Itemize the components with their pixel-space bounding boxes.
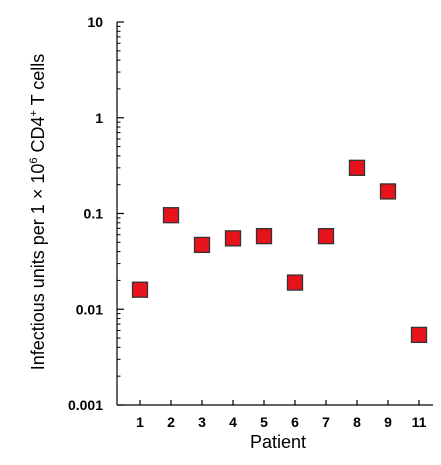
data-points bbox=[131, 159, 428, 344]
x-tick-label: 4 bbox=[229, 414, 237, 430]
y-axis-title-superscript: + bbox=[28, 110, 40, 116]
x-tick-label: 9 bbox=[384, 414, 392, 430]
y-tick-label: 10 bbox=[87, 14, 103, 30]
y-tick-label: 0.1 bbox=[84, 206, 104, 222]
x-tick-label: 6 bbox=[291, 414, 299, 430]
y-tick-label: 1 bbox=[95, 110, 103, 126]
x-tick-label: 1 bbox=[136, 414, 144, 430]
x-tick-label: 2 bbox=[167, 414, 175, 430]
x-tick-label: 5 bbox=[260, 414, 268, 430]
data-point bbox=[286, 274, 304, 291]
data-point bbox=[162, 207, 180, 224]
x-tick-label: 11 bbox=[412, 414, 427, 430]
data-point bbox=[379, 183, 397, 200]
data-point bbox=[410, 326, 428, 344]
data-point bbox=[255, 228, 273, 245]
x-tick-label: 3 bbox=[198, 414, 206, 430]
y-axis-title: Infectious units per 1 × 106 CD4+ T cell… bbox=[28, 54, 48, 371]
x-tick-label: 8 bbox=[353, 414, 361, 430]
y-axis-title-suffix: T cells bbox=[28, 54, 48, 110]
data-point bbox=[131, 281, 149, 298]
y-axis-title-middle: CD4 bbox=[28, 117, 48, 158]
data-point bbox=[348, 159, 366, 176]
x-tick-label: 7 bbox=[322, 414, 330, 430]
data-point bbox=[317, 228, 335, 245]
y-tick-label: 0.01 bbox=[76, 301, 103, 317]
y-axis-title-exponent: 6 bbox=[28, 158, 40, 164]
x-axis: 1 2 3 4 5 6 7 8 9 11 bbox=[117, 400, 433, 430]
data-point bbox=[193, 236, 211, 254]
data-point bbox=[224, 230, 242, 247]
y-axis: 0.001 0.01 0.1 1 10 bbox=[68, 14, 124, 413]
y-axis-title-prefix: Infectious units per 1 × 10 bbox=[28, 164, 48, 371]
x-axis-title: Patient bbox=[250, 432, 306, 452]
y-tick-label: 0.001 bbox=[68, 397, 103, 413]
